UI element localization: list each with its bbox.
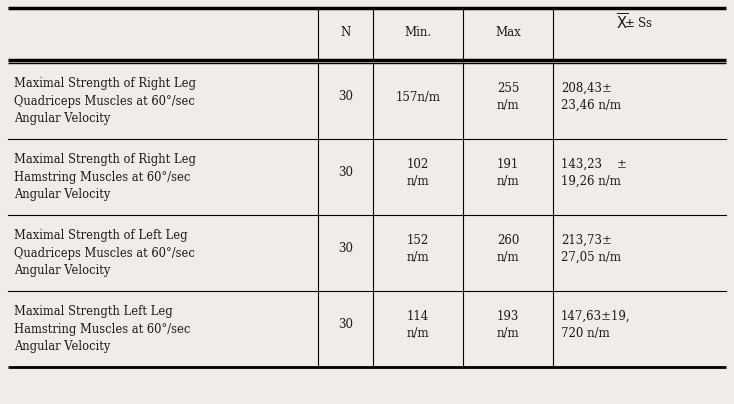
- Text: N: N: [341, 26, 351, 39]
- Text: 191
n/m: 191 n/m: [497, 158, 520, 188]
- Text: 260
n/m: 260 n/m: [497, 234, 520, 264]
- Text: 147,63±19,
720 n/m: 147,63±19, 720 n/m: [561, 310, 631, 340]
- Text: 30: 30: [338, 90, 353, 103]
- Text: $\pm$ Ss: $\pm$ Ss: [624, 16, 653, 29]
- Text: 143,23    ±
19,26 n/m: 143,23 ± 19,26 n/m: [561, 158, 627, 188]
- Text: Maximal Strength of Right Leg
Hamstring Muscles at 60°/sec
Angular Velocity: Maximal Strength of Right Leg Hamstring …: [14, 153, 196, 201]
- Text: 193
n/m: 193 n/m: [497, 310, 520, 340]
- Text: Min.: Min.: [404, 26, 432, 39]
- Text: 213,73±
27,05 n/m: 213,73± 27,05 n/m: [561, 234, 621, 264]
- Text: Maximal Strength Left Leg
Hamstring Muscles at 60°/sec
Angular Velocity: Maximal Strength Left Leg Hamstring Musc…: [14, 305, 190, 353]
- Text: 102
n/m: 102 n/m: [407, 158, 429, 188]
- Text: Maximal Strength of Left Leg
Quadriceps Muscles at 60°/sec
Angular Velocity: Maximal Strength of Left Leg Quadriceps …: [14, 229, 195, 277]
- Text: 30: 30: [338, 318, 353, 332]
- Text: 255
n/m: 255 n/m: [497, 82, 520, 112]
- Text: 157n/m: 157n/m: [396, 90, 440, 103]
- Text: $\overline{\mathrm{X}}$: $\overline{\mathrm{X}}$: [617, 13, 628, 33]
- Text: 208,43±
23,46 n/m: 208,43± 23,46 n/m: [561, 82, 621, 112]
- Text: 114
n/m: 114 n/m: [407, 310, 429, 340]
- Text: 30: 30: [338, 242, 353, 255]
- Text: 30: 30: [338, 166, 353, 179]
- Text: Maximal Strength of Right Leg
Quadriceps Muscles at 60°/sec
Angular Velocity: Maximal Strength of Right Leg Quadriceps…: [14, 77, 196, 125]
- Text: 152
n/m: 152 n/m: [407, 234, 429, 264]
- Text: Max: Max: [495, 26, 521, 39]
